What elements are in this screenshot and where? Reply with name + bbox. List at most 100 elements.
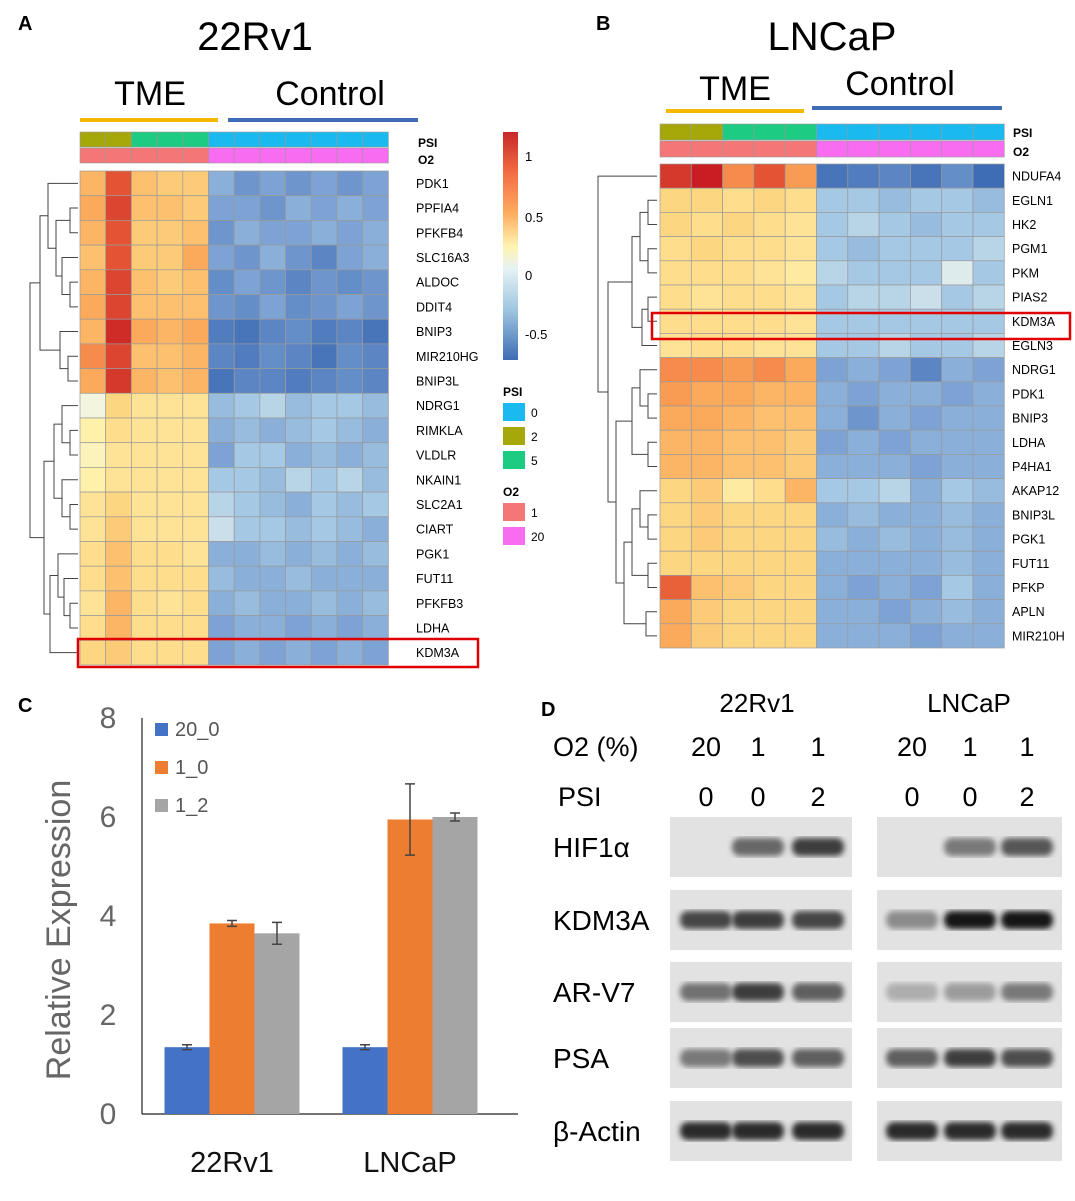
heatmap-cell <box>259 491 286 518</box>
heatmap-cell <box>79 244 107 271</box>
heatmap-cell <box>910 502 943 528</box>
error-bar <box>360 1043 370 1051</box>
heatmap-cell <box>259 417 286 444</box>
heatmap-cell <box>972 333 1005 358</box>
heatmap-cell <box>105 343 132 369</box>
heatmap-cell <box>910 333 943 358</box>
heatmap-cell <box>208 467 235 493</box>
heatmap-cell <box>131 343 158 369</box>
heatmap-row-label: PFKP <box>1012 581 1045 595</box>
heatmap-row-label: PPFIA4 <box>416 202 459 216</box>
heatmap-cell <box>784 333 817 358</box>
heatmap-cell <box>722 381 755 407</box>
panel-a-heatmap: PDK1 PPFIA4 PFKFB4 SLC16A3 ALDOC DDIT4 BNIP3 MI… <box>79 131 479 666</box>
heatmap-cell <box>310 639 338 666</box>
heatmap-cell <box>753 623 786 649</box>
heatmap-cell <box>105 516 132 542</box>
psi-annotation-cell <box>156 131 184 148</box>
y-tick-label: 0 <box>100 1098 117 1131</box>
heatmap-cell <box>105 244 132 271</box>
psi-annotation-cell <box>910 123 943 141</box>
heatmap-cell <box>784 478 817 504</box>
legend-o2-swatch-1 <box>503 503 525 521</box>
blot-band <box>732 1122 784 1140</box>
panel-b-heatmap: NDUFA4 EGLN1 HK2 PGM1 PKM PIAS2 KDM3A EGLN3 NDRG… <box>659 123 1065 649</box>
heatmap-row-label: EGLN1 <box>1012 194 1053 208</box>
panel-b-group-tme: TME <box>699 70 771 108</box>
blot-band <box>886 983 938 1001</box>
heatmap-cell <box>336 565 364 592</box>
heatmap-cell <box>131 269 158 295</box>
heatmap-cell <box>131 244 158 271</box>
heatmap-cell <box>336 417 364 444</box>
panel-b-group-control: Control <box>845 65 955 103</box>
heatmap-cell <box>285 541 312 567</box>
heatmap-cell <box>784 454 817 479</box>
heatmap-cell <box>208 491 235 518</box>
heatmap-cell <box>208 195 235 221</box>
blot-band <box>732 983 784 1001</box>
heatmap-cell <box>285 269 312 295</box>
y-tick-label: 8 <box>100 702 117 735</box>
heatmap-cell <box>362 269 389 295</box>
legend-psi-item-0: 0 <box>531 406 538 420</box>
heatmap-cell <box>722 333 755 358</box>
dendrogram-branch <box>39 215 60 351</box>
heatmap-cell <box>972 212 1005 237</box>
heatmap-cell <box>753 429 786 455</box>
heatmap-cell <box>847 526 880 552</box>
heatmap-cell <box>336 269 364 295</box>
heatmap-cell <box>878 502 911 528</box>
heatmap-cell <box>659 623 692 649</box>
bar <box>254 933 300 1114</box>
heatmap-cell <box>816 429 849 455</box>
heatmap-cell <box>690 187 723 213</box>
heatmap-cell <box>847 429 880 455</box>
heatmap-cell <box>362 368 389 394</box>
heatmap-cell <box>336 590 364 616</box>
psi-annotation-cell <box>847 123 880 141</box>
heatmap-row-label: VLDLR <box>416 449 456 463</box>
heatmap-cell <box>816 163 849 189</box>
heatmap-cell <box>972 526 1005 552</box>
heatmap-cell <box>847 502 880 528</box>
heatmap-cell <box>105 269 132 295</box>
heatmap-cell <box>941 526 974 552</box>
heatmap-cell <box>259 269 286 295</box>
heatmap-cell <box>208 343 235 369</box>
blot-o2-value: 1 <box>962 732 977 762</box>
heatmap-row-label: FUT11 <box>1012 557 1049 571</box>
heatmap-cell <box>285 417 312 444</box>
heatmap-cell <box>972 187 1005 213</box>
panel-b-dendrogram <box>597 175 657 637</box>
heatmap-cell <box>847 284 880 310</box>
heatmap-cell <box>285 294 312 320</box>
y-tick-label: 2 <box>100 999 117 1032</box>
heatmap-cell <box>972 550 1005 576</box>
heatmap-cell <box>259 220 286 246</box>
psi-annotation-cell <box>310 131 338 148</box>
heatmap-cell <box>362 565 389 592</box>
heatmap-cell <box>105 541 132 567</box>
heatmap-cell <box>233 318 261 345</box>
panel-b-o2-label: O2 <box>1013 145 1029 159</box>
heatmap-cell <box>208 318 235 345</box>
blot-band <box>886 911 938 929</box>
heatmap-cell <box>182 318 209 345</box>
blot-band <box>680 911 732 929</box>
heatmap-cell <box>910 405 943 431</box>
heatmap-cell <box>105 590 132 616</box>
dendrogram-branch <box>29 282 44 539</box>
heatmap-cell <box>156 269 184 295</box>
heatmap-cell <box>659 575 692 600</box>
heatmap-cell <box>910 478 943 504</box>
heatmap-cell <box>310 442 338 468</box>
heatmap-cell <box>310 516 338 542</box>
heatmap-cell <box>233 516 261 542</box>
blot-band <box>944 838 996 856</box>
heatmap-cell <box>816 357 849 383</box>
heatmap-cell <box>722 575 755 600</box>
heatmap-cell <box>910 575 943 600</box>
heatmap-cell <box>105 368 132 394</box>
heatmap-row-label: RIMKLA <box>416 424 463 438</box>
